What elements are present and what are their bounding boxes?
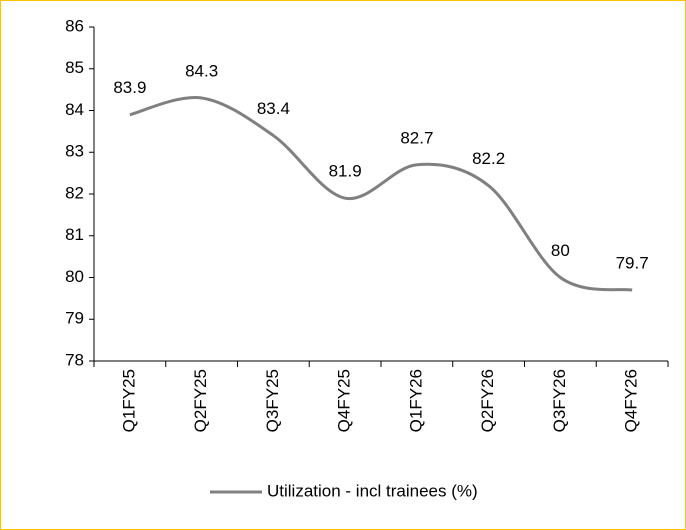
y-tick-label: 86	[65, 16, 84, 35]
x-tick-label: Q2FY26	[478, 369, 497, 432]
y-tick-label: 84	[65, 100, 84, 119]
y-tick-label: 85	[65, 58, 84, 77]
x-tick-label: Q2FY25	[191, 369, 210, 432]
y-tick-label: 83	[65, 142, 84, 161]
x-tick-label: Q1FY26	[406, 369, 425, 432]
data-label: 79.7	[616, 254, 649, 273]
data-label: 82.7	[400, 128, 433, 147]
y-tick-label: 79	[65, 309, 84, 328]
data-label: 83.4	[257, 99, 290, 118]
data-label: 82.2	[472, 149, 505, 168]
x-tick-label: Q3FY26	[550, 369, 569, 432]
x-tick-label: Q4FY26	[622, 369, 641, 432]
x-tick-label: Q4FY25	[335, 369, 354, 432]
data-label: 83.9	[113, 78, 146, 97]
y-tick-label: 80	[65, 267, 84, 286]
y-tick-label: 82	[65, 183, 84, 202]
data-label: 80	[551, 241, 570, 260]
y-tick-label: 78	[65, 350, 84, 369]
legend-label: Utilization - incl trainees (%)	[267, 481, 478, 500]
y-tick-label: 81	[65, 225, 84, 244]
x-tick-label: Q1FY25	[119, 369, 138, 432]
data-label: 84.3	[185, 61, 218, 80]
line-series	[129, 96, 633, 292]
x-tick-label: Q3FY25	[263, 369, 282, 432]
data-label: 81.9	[329, 162, 362, 181]
